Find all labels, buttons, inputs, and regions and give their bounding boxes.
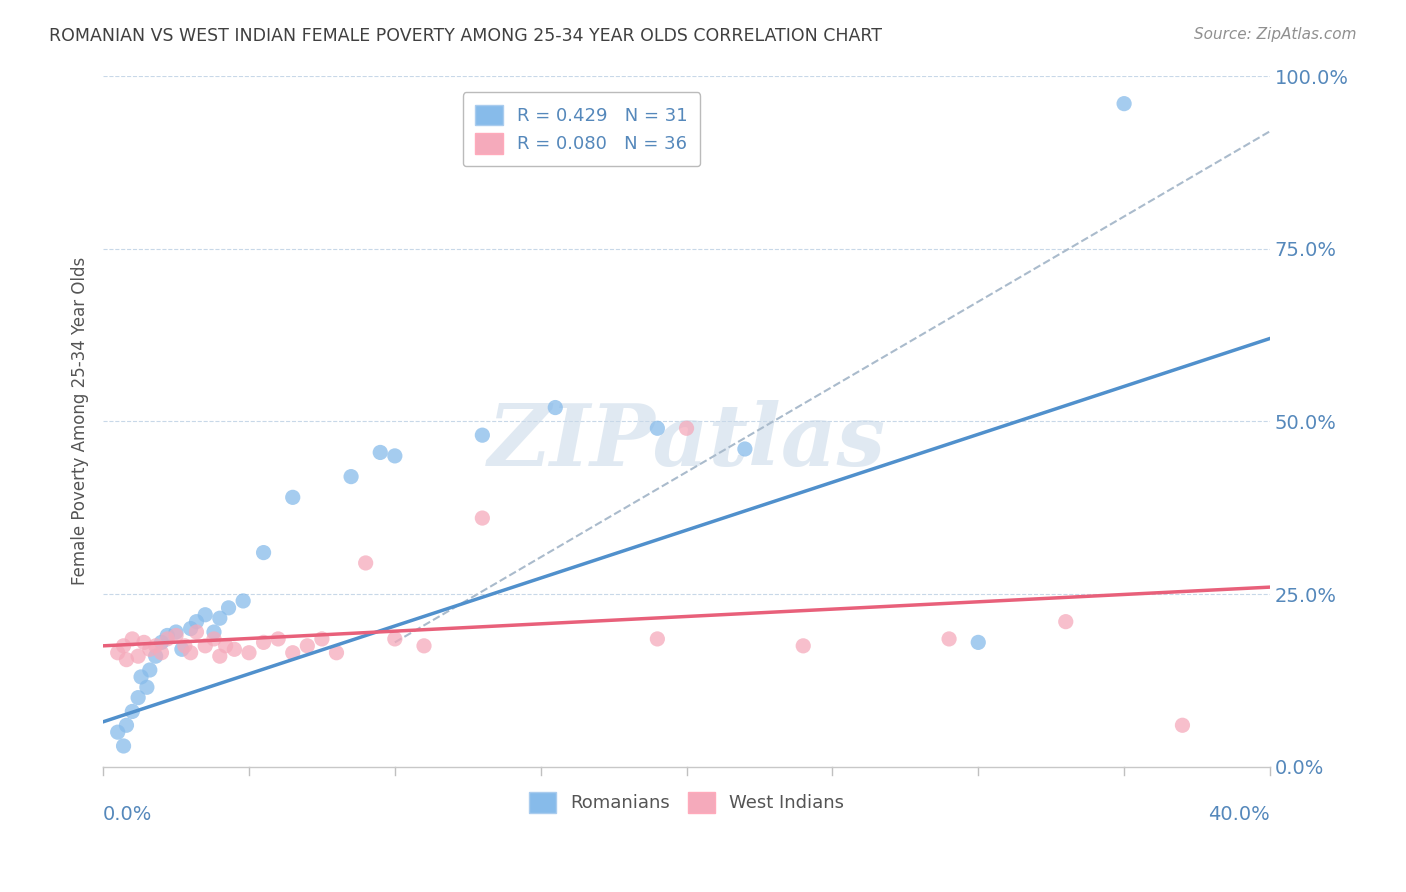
Text: Source: ZipAtlas.com: Source: ZipAtlas.com: [1194, 27, 1357, 42]
Point: [127, 690, 149, 705]
Point: [156, 632, 179, 646]
Point: [156, 628, 179, 642]
Point: [194, 607, 217, 622]
Point: [267, 632, 290, 646]
Text: ZIPatlas: ZIPatlas: [488, 401, 886, 483]
Point: [165, 628, 187, 642]
Point: [150, 646, 173, 660]
Point: [384, 632, 406, 646]
Point: [107, 646, 129, 660]
Point: [281, 491, 304, 505]
Point: [232, 594, 254, 608]
Point: [145, 649, 167, 664]
Point: [325, 646, 347, 660]
Text: ROMANIAN VS WEST INDIAN FEMALE POVERTY AMONG 25-34 YEAR OLDS CORRELATION CHART: ROMANIAN VS WEST INDIAN FEMALE POVERTY A…: [49, 27, 882, 45]
Point: [115, 718, 138, 732]
Point: [165, 625, 187, 640]
Point: [252, 545, 274, 559]
Point: [180, 646, 202, 660]
Point: [202, 625, 225, 640]
Point: [112, 639, 135, 653]
Point: [967, 635, 990, 649]
Point: [150, 635, 173, 649]
Point: [647, 421, 669, 435]
Point: [186, 625, 208, 640]
Point: [792, 639, 814, 653]
Point: [368, 445, 391, 459]
Point: [938, 632, 960, 646]
Point: [297, 639, 319, 653]
Point: [208, 649, 231, 664]
Point: [170, 642, 193, 657]
Point: [127, 649, 149, 664]
Point: [139, 642, 162, 657]
Point: [180, 622, 202, 636]
Point: [471, 428, 494, 442]
Point: [115, 653, 138, 667]
Point: [544, 401, 567, 415]
Point: [238, 646, 260, 660]
Point: [413, 639, 436, 653]
Point: [214, 639, 236, 653]
Point: [121, 632, 143, 646]
Text: 0.0%: 0.0%: [103, 805, 152, 823]
Point: [1054, 615, 1077, 629]
Point: [107, 725, 129, 739]
Y-axis label: Female Poverty Among 25-34 Year Olds: Female Poverty Among 25-34 Year Olds: [72, 257, 89, 585]
Point: [129, 670, 152, 684]
Point: [218, 600, 240, 615]
Point: [112, 739, 135, 753]
Point: [135, 680, 157, 694]
Point: [208, 611, 231, 625]
Point: [384, 449, 406, 463]
Point: [340, 469, 363, 483]
Text: 40.0%: 40.0%: [1208, 805, 1270, 823]
Point: [281, 646, 304, 660]
Point: [121, 705, 143, 719]
Point: [354, 556, 377, 570]
Point: [1171, 718, 1194, 732]
Point: [202, 632, 225, 646]
Point: [252, 635, 274, 649]
Point: [647, 632, 669, 646]
Point: [139, 663, 162, 677]
Point: [194, 639, 217, 653]
Point: [145, 639, 167, 653]
Point: [224, 642, 246, 657]
Legend: Romanians, West Indians: Romanians, West Indians: [522, 785, 852, 820]
Point: [173, 639, 195, 653]
Point: [311, 632, 333, 646]
Point: [675, 421, 697, 435]
Point: [471, 511, 494, 525]
Point: [186, 615, 208, 629]
Point: [1114, 96, 1136, 111]
Point: [132, 635, 155, 649]
Point: [734, 442, 756, 456]
